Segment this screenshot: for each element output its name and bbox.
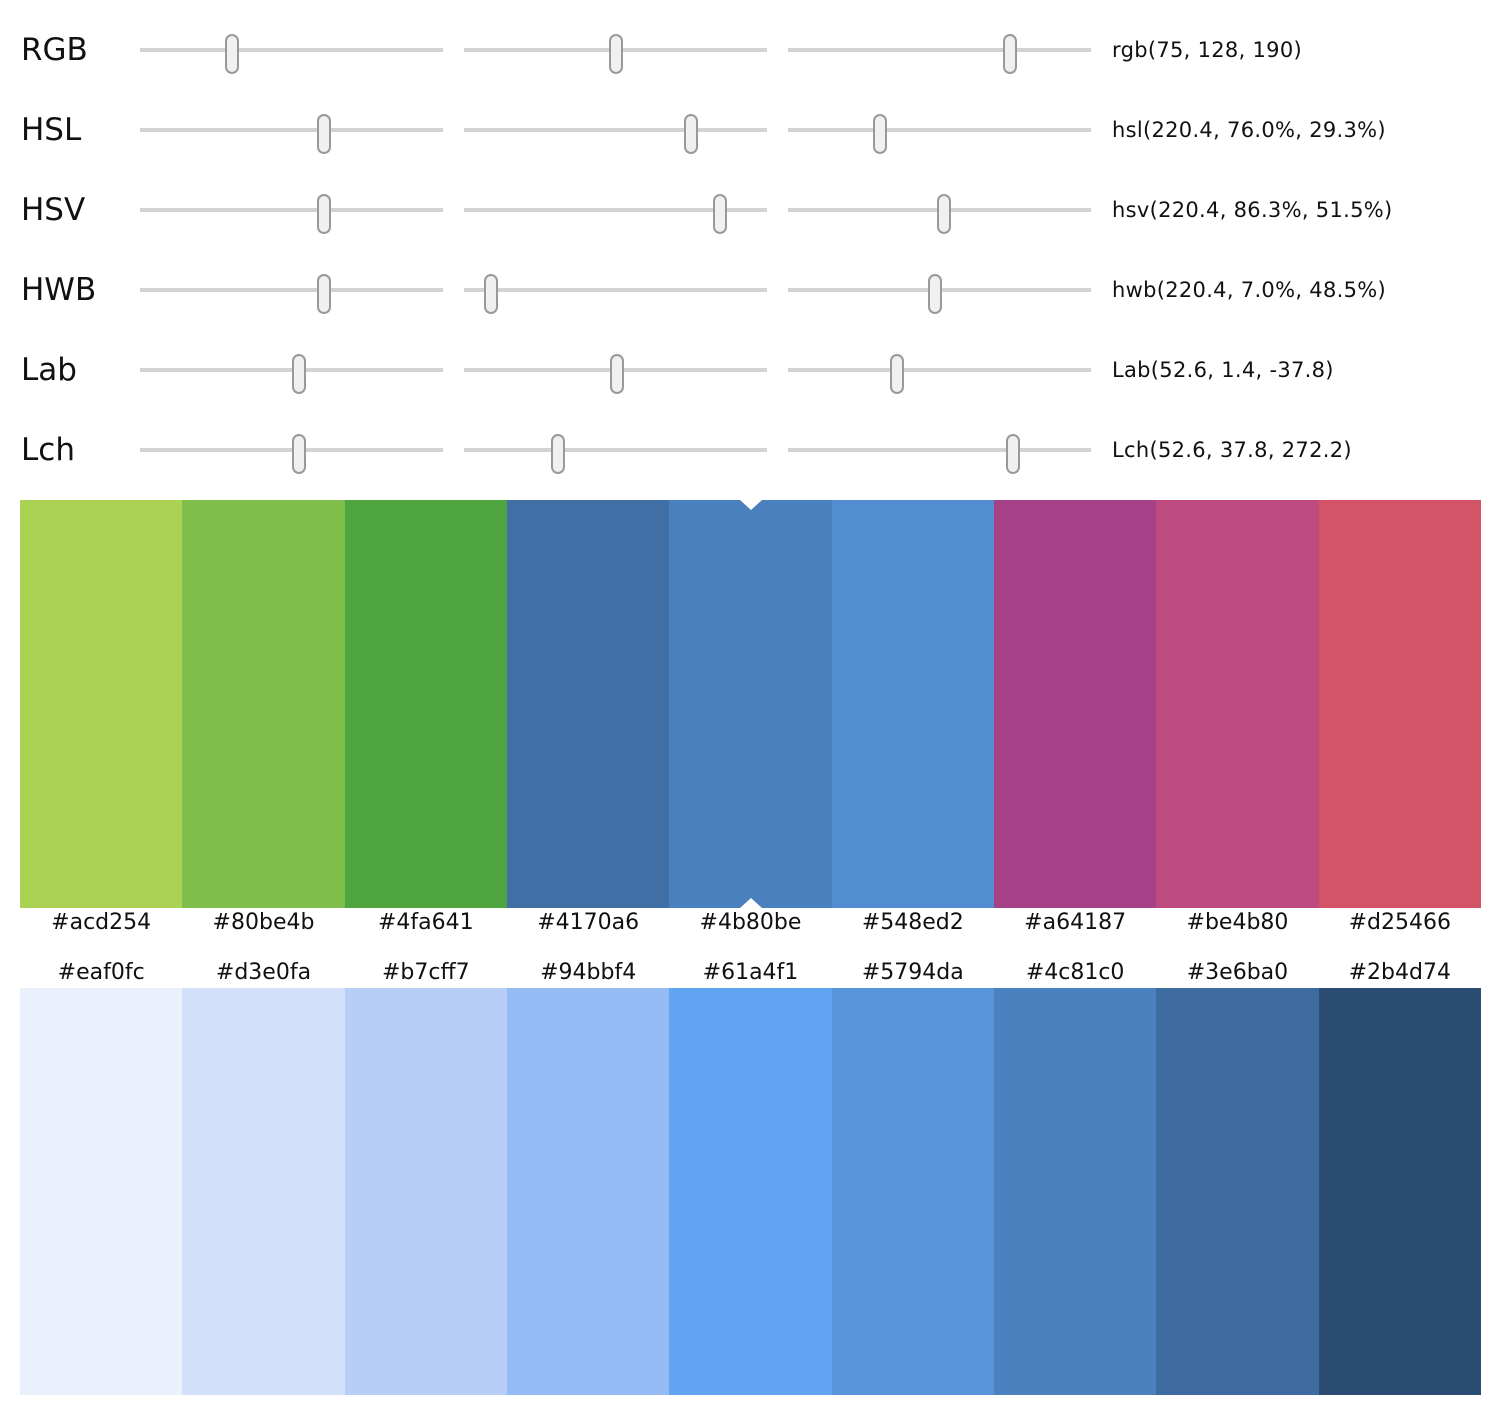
slider-thumb[interactable] [713,194,728,234]
slider-thumb[interactable] [609,34,624,74]
slider-thumb[interactable] [316,194,331,234]
swatch-hex: #a64187 [1024,910,1127,935]
model-label: HWB [21,272,97,308]
swatch[interactable] [993,988,1157,1395]
selected-marker-bottom [739,898,762,908]
slider-hwb-1[interactable] [140,274,443,314]
slider-thumb[interactable] [292,354,306,394]
swatch-hex: #d25466 [1348,910,1451,935]
slider-thumb[interactable] [1003,34,1018,74]
swatch-hex: #4170a6 [537,910,640,935]
slider-rgb-2[interactable] [464,34,767,74]
swatch[interactable] [20,500,183,908]
swatch[interactable] [1318,500,1481,908]
row-lab: Lab Lab(52.6, 1.4, -37.8) [0,350,1501,394]
slider-thumb[interactable] [316,114,331,154]
swatch-hex: #2b4d74 [1348,960,1451,985]
model-value: Lab(52.6, 1.4, -37.8) [1112,358,1334,382]
swatch-hex: #5794da [861,960,964,985]
slider-thumb[interactable] [224,34,239,74]
model-label: HSL [21,112,82,148]
swatch[interactable] [993,500,1157,908]
row-lch: Lch Lch(52.6, 37.8, 272.2) [0,430,1501,474]
swatch-hex: #acd254 [51,910,152,935]
slider-lab-2[interactable] [464,354,767,394]
swatch-hex: #eaf0fc [57,960,145,985]
swatch-hex: #4b80be [699,910,802,935]
swatch[interactable] [1156,500,1319,908]
swatch-hex: #548ed2 [861,910,964,935]
slider-thumb[interactable] [1006,434,1021,474]
slider-rgb-1[interactable] [140,34,443,74]
slider-hsv-1[interactable] [140,194,443,234]
shades-palette-labels: #eaf0fc #d3e0fa #b7cff7 #94bbf4 #61a4f1 #5794… [20,958,1481,988]
harmony-palette [20,500,1481,908]
slider-thumb[interactable] [550,434,565,474]
slider-lab-3[interactable] [788,354,1091,394]
slider-thumb[interactable] [292,434,306,474]
slider-hsl-3[interactable] [788,114,1091,154]
model-value: Lch(52.6, 37.8, 272.2) [1112,438,1352,462]
swatch[interactable] [506,500,670,908]
model-label: HSV [21,192,86,228]
harmony-palette-labels: #acd254 #80be4b #4fa641 #4170a6 #4b80be #548e… [20,908,1481,938]
slider-thumb[interactable] [609,354,624,394]
swatch[interactable] [182,500,345,908]
slider-lch-2[interactable] [464,434,767,474]
slider-lch-1[interactable] [140,434,443,474]
row-hwb: HWB hwb(220.4, 7.0%, 48.5%) [0,270,1501,314]
swatch-hex: #be4b80 [1186,910,1289,935]
swatch-hex: #94bbf4 [540,960,637,985]
slider-thumb[interactable] [936,194,951,234]
swatch-hex: #61a4f1 [702,960,799,985]
swatch[interactable] [1156,988,1319,1395]
slider-lab-1[interactable] [140,354,443,394]
slider-thumb[interactable] [316,274,331,314]
swatch-hex: #d3e0fa [215,960,312,985]
swatch[interactable] [669,500,832,908]
swatch[interactable] [831,500,994,908]
model-label: RGB [21,32,88,68]
swatch[interactable] [1318,988,1481,1395]
row-rgb: RGB rgb(75, 128, 190) [0,30,1501,74]
model-value: hwb(220.4, 7.0%, 48.5%) [1112,278,1386,302]
swatch[interactable] [344,500,507,908]
slider-thumb[interactable] [484,274,499,314]
slider-rgb-3[interactable] [788,34,1091,74]
selected-marker-top [739,500,762,510]
model-value: hsv(220.4, 86.3%, 51.5%) [1112,198,1393,222]
swatch[interactable] [831,988,994,1395]
row-hsv: HSV hsv(220.4, 86.3%, 51.5%) [0,190,1501,234]
swatch[interactable] [506,988,670,1395]
slider-hwb-3[interactable] [788,274,1091,314]
swatch[interactable] [344,988,507,1395]
swatch[interactable] [20,988,183,1395]
swatch-hex: #80be4b [212,910,315,935]
row-hsl: HSL hsl(220.4, 76.0%, 29.3%) [0,110,1501,154]
model-value: rgb(75, 128, 190) [1112,38,1302,62]
slider-thumb[interactable] [683,114,698,154]
swatch-hex: #b7cff7 [381,960,470,985]
slider-thumb[interactable] [928,274,943,314]
slider-hsl-1[interactable] [140,114,443,154]
swatch[interactable] [669,988,832,1395]
slider-hsl-2[interactable] [464,114,767,154]
slider-thumb[interactable] [872,114,887,154]
model-label: Lch [21,432,75,468]
shades-palette [20,988,1481,1395]
slider-hwb-2[interactable] [464,274,767,314]
swatch-hex: #4fa641 [377,910,474,935]
swatch[interactable] [182,988,345,1395]
model-value: hsl(220.4, 76.0%, 29.3%) [1112,118,1386,142]
swatch-hex: #3e6ba0 [1186,960,1289,985]
model-label: Lab [21,352,77,388]
slider-hsv-3[interactable] [788,194,1091,234]
slider-hsv-2[interactable] [464,194,767,234]
slider-lch-3[interactable] [788,434,1091,474]
swatch-hex: #4c81c0 [1025,960,1125,985]
slider-thumb[interactable] [889,354,904,394]
